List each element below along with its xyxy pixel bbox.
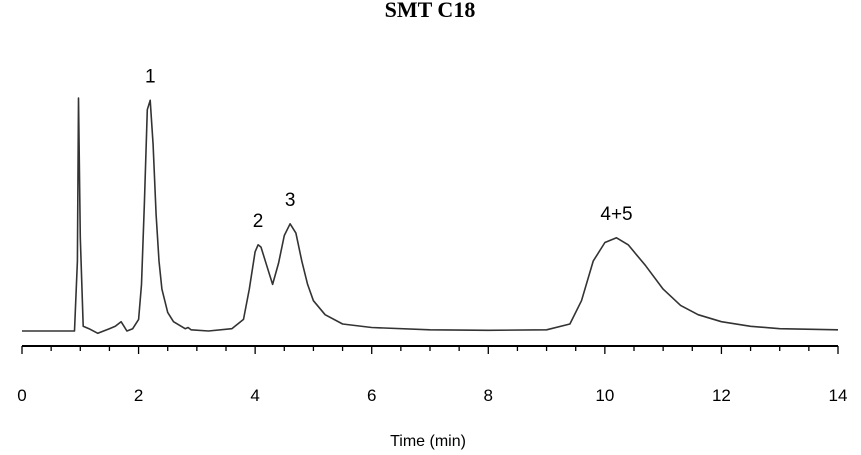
peak-label: 4+5 xyxy=(600,204,632,225)
x-tick-label: 8 xyxy=(484,386,493,405)
x-tick-label: 14 xyxy=(829,386,848,405)
chromatogram-trace xyxy=(22,97,839,335)
peak-label: 3 xyxy=(285,190,296,211)
peak-label: 2 xyxy=(253,211,264,232)
x-tick-label: 12 xyxy=(712,386,731,405)
plot-area xyxy=(22,97,839,335)
peak-label: 1 xyxy=(145,66,156,87)
chart-title: SMT C18 xyxy=(385,0,476,22)
x-tick-label: 2 xyxy=(134,386,143,405)
x-tick-label: 6 xyxy=(367,386,376,405)
peak-labels: 1 23 4+5 xyxy=(145,66,633,231)
x-tick-label: 0 xyxy=(17,386,26,405)
x-axis-label: Time (min) xyxy=(390,433,466,450)
x-tick-label: 4 xyxy=(250,386,259,405)
x-tick-label: 10 xyxy=(595,386,614,405)
x-axis: 0 2 4 6 8 10 12 14 xyxy=(17,345,848,405)
